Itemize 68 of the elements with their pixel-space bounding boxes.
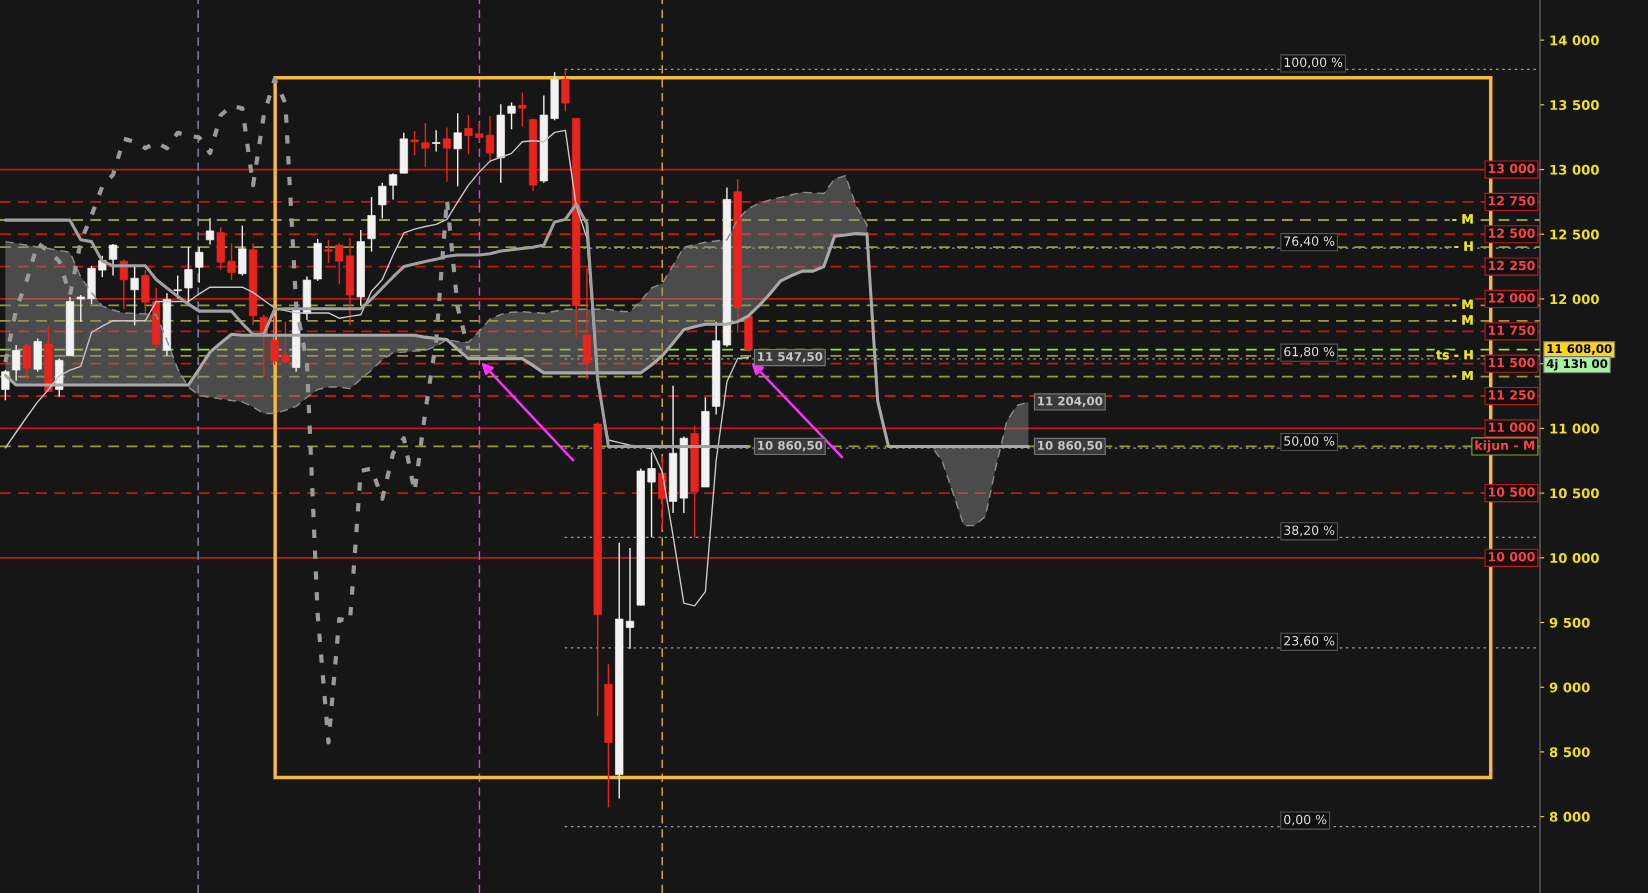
data-label: 10 860,50 bbox=[758, 440, 823, 452]
annotation: 38,20 % bbox=[1284, 525, 1335, 537]
candlestick bbox=[561, 69, 570, 113]
candlestick bbox=[647, 451, 656, 539]
annotation: 100,00 % bbox=[1284, 57, 1343, 69]
candlestick bbox=[173, 274, 182, 300]
ref-line-label: 12 750 bbox=[1488, 196, 1535, 206]
candlestick bbox=[410, 130, 419, 156]
y-tick-label: 11 000 bbox=[1550, 423, 1599, 434]
y-tick-label: 10 000 bbox=[1550, 553, 1599, 563]
y-tick-label: 9 500 bbox=[1549, 617, 1590, 628]
ref-line-label: kijun - M bbox=[1475, 440, 1535, 453]
annotation: 50,00 % bbox=[1284, 436, 1335, 447]
data-label: 10 860,50 bbox=[1038, 440, 1103, 452]
candlestick bbox=[108, 243, 118, 277]
ref-line-label: 13 000 bbox=[1488, 163, 1535, 174]
annotation: 23,60 % bbox=[1284, 636, 1335, 647]
candlestick bbox=[464, 114, 473, 155]
candlestick bbox=[335, 242, 344, 286]
candlestick bbox=[22, 342, 32, 381]
y-tick-label: 8 000 bbox=[1549, 811, 1590, 822]
candlestick bbox=[518, 91, 527, 128]
candlestick bbox=[76, 294, 85, 323]
candlestick bbox=[367, 196, 376, 253]
candlestick bbox=[625, 547, 635, 650]
ref-line-label: 11 000 bbox=[1488, 422, 1535, 433]
candlestick bbox=[507, 101, 516, 130]
ref-line-label: 12 250 bbox=[1488, 260, 1535, 271]
ref-line-label: 11 250 bbox=[1488, 390, 1535, 400]
candlestick bbox=[205, 217, 215, 246]
y-tick-label: 10 500 bbox=[1550, 488, 1599, 499]
candlestick bbox=[453, 112, 462, 188]
ref-line-label: 12 000 bbox=[1488, 293, 1535, 303]
candlestick bbox=[195, 246, 204, 284]
data-label: 11 547,50 bbox=[758, 352, 823, 363]
ref-line-label: - H bbox=[1454, 241, 1473, 251]
candlestick bbox=[1, 369, 10, 401]
y-tick-label: 8 500 bbox=[1549, 747, 1590, 758]
data-label: 11 204,00 bbox=[1038, 396, 1103, 407]
candlestick bbox=[421, 122, 430, 168]
ref-line-label: 11 750 bbox=[1488, 325, 1535, 335]
candlestick bbox=[442, 126, 452, 183]
ref-line-label: 11 608,00 bbox=[1547, 344, 1612, 355]
ref-line-label: 12 500 bbox=[1488, 228, 1535, 238]
y-tick-label: 12 500 bbox=[1550, 229, 1599, 240]
candlestick bbox=[130, 264, 139, 327]
candlestick bbox=[475, 122, 484, 143]
ref-line-label: 10 500 bbox=[1488, 487, 1535, 497]
annotation: 61,80 % bbox=[1284, 346, 1335, 358]
candlestick bbox=[270, 315, 279, 366]
candlestick bbox=[227, 242, 236, 281]
text: 4j 13h 00 bbox=[1546, 358, 1608, 371]
candlestick bbox=[378, 182, 387, 220]
annotation: 76,40 % bbox=[1284, 236, 1335, 248]
y-tick-label: 9 000 bbox=[1549, 682, 1590, 693]
annotation: 0,00 % bbox=[1284, 814, 1327, 826]
y-tick-label: 14 000 bbox=[1550, 35, 1599, 46]
ref-line-label: 10 000 bbox=[1488, 551, 1535, 562]
y-tick-label: 12 000 bbox=[1550, 294, 1599, 305]
ref-line-label: 11 500 bbox=[1488, 357, 1535, 368]
candlestick bbox=[388, 172, 398, 201]
y-tick-label: 13 000 bbox=[1550, 164, 1599, 175]
y-tick-label: 13 500 bbox=[1550, 100, 1599, 111]
candlestick bbox=[432, 129, 441, 153]
candlestick bbox=[485, 115, 495, 164]
candlestick bbox=[281, 321, 290, 366]
candlestick bbox=[12, 344, 21, 382]
candlestick bbox=[324, 239, 333, 264]
